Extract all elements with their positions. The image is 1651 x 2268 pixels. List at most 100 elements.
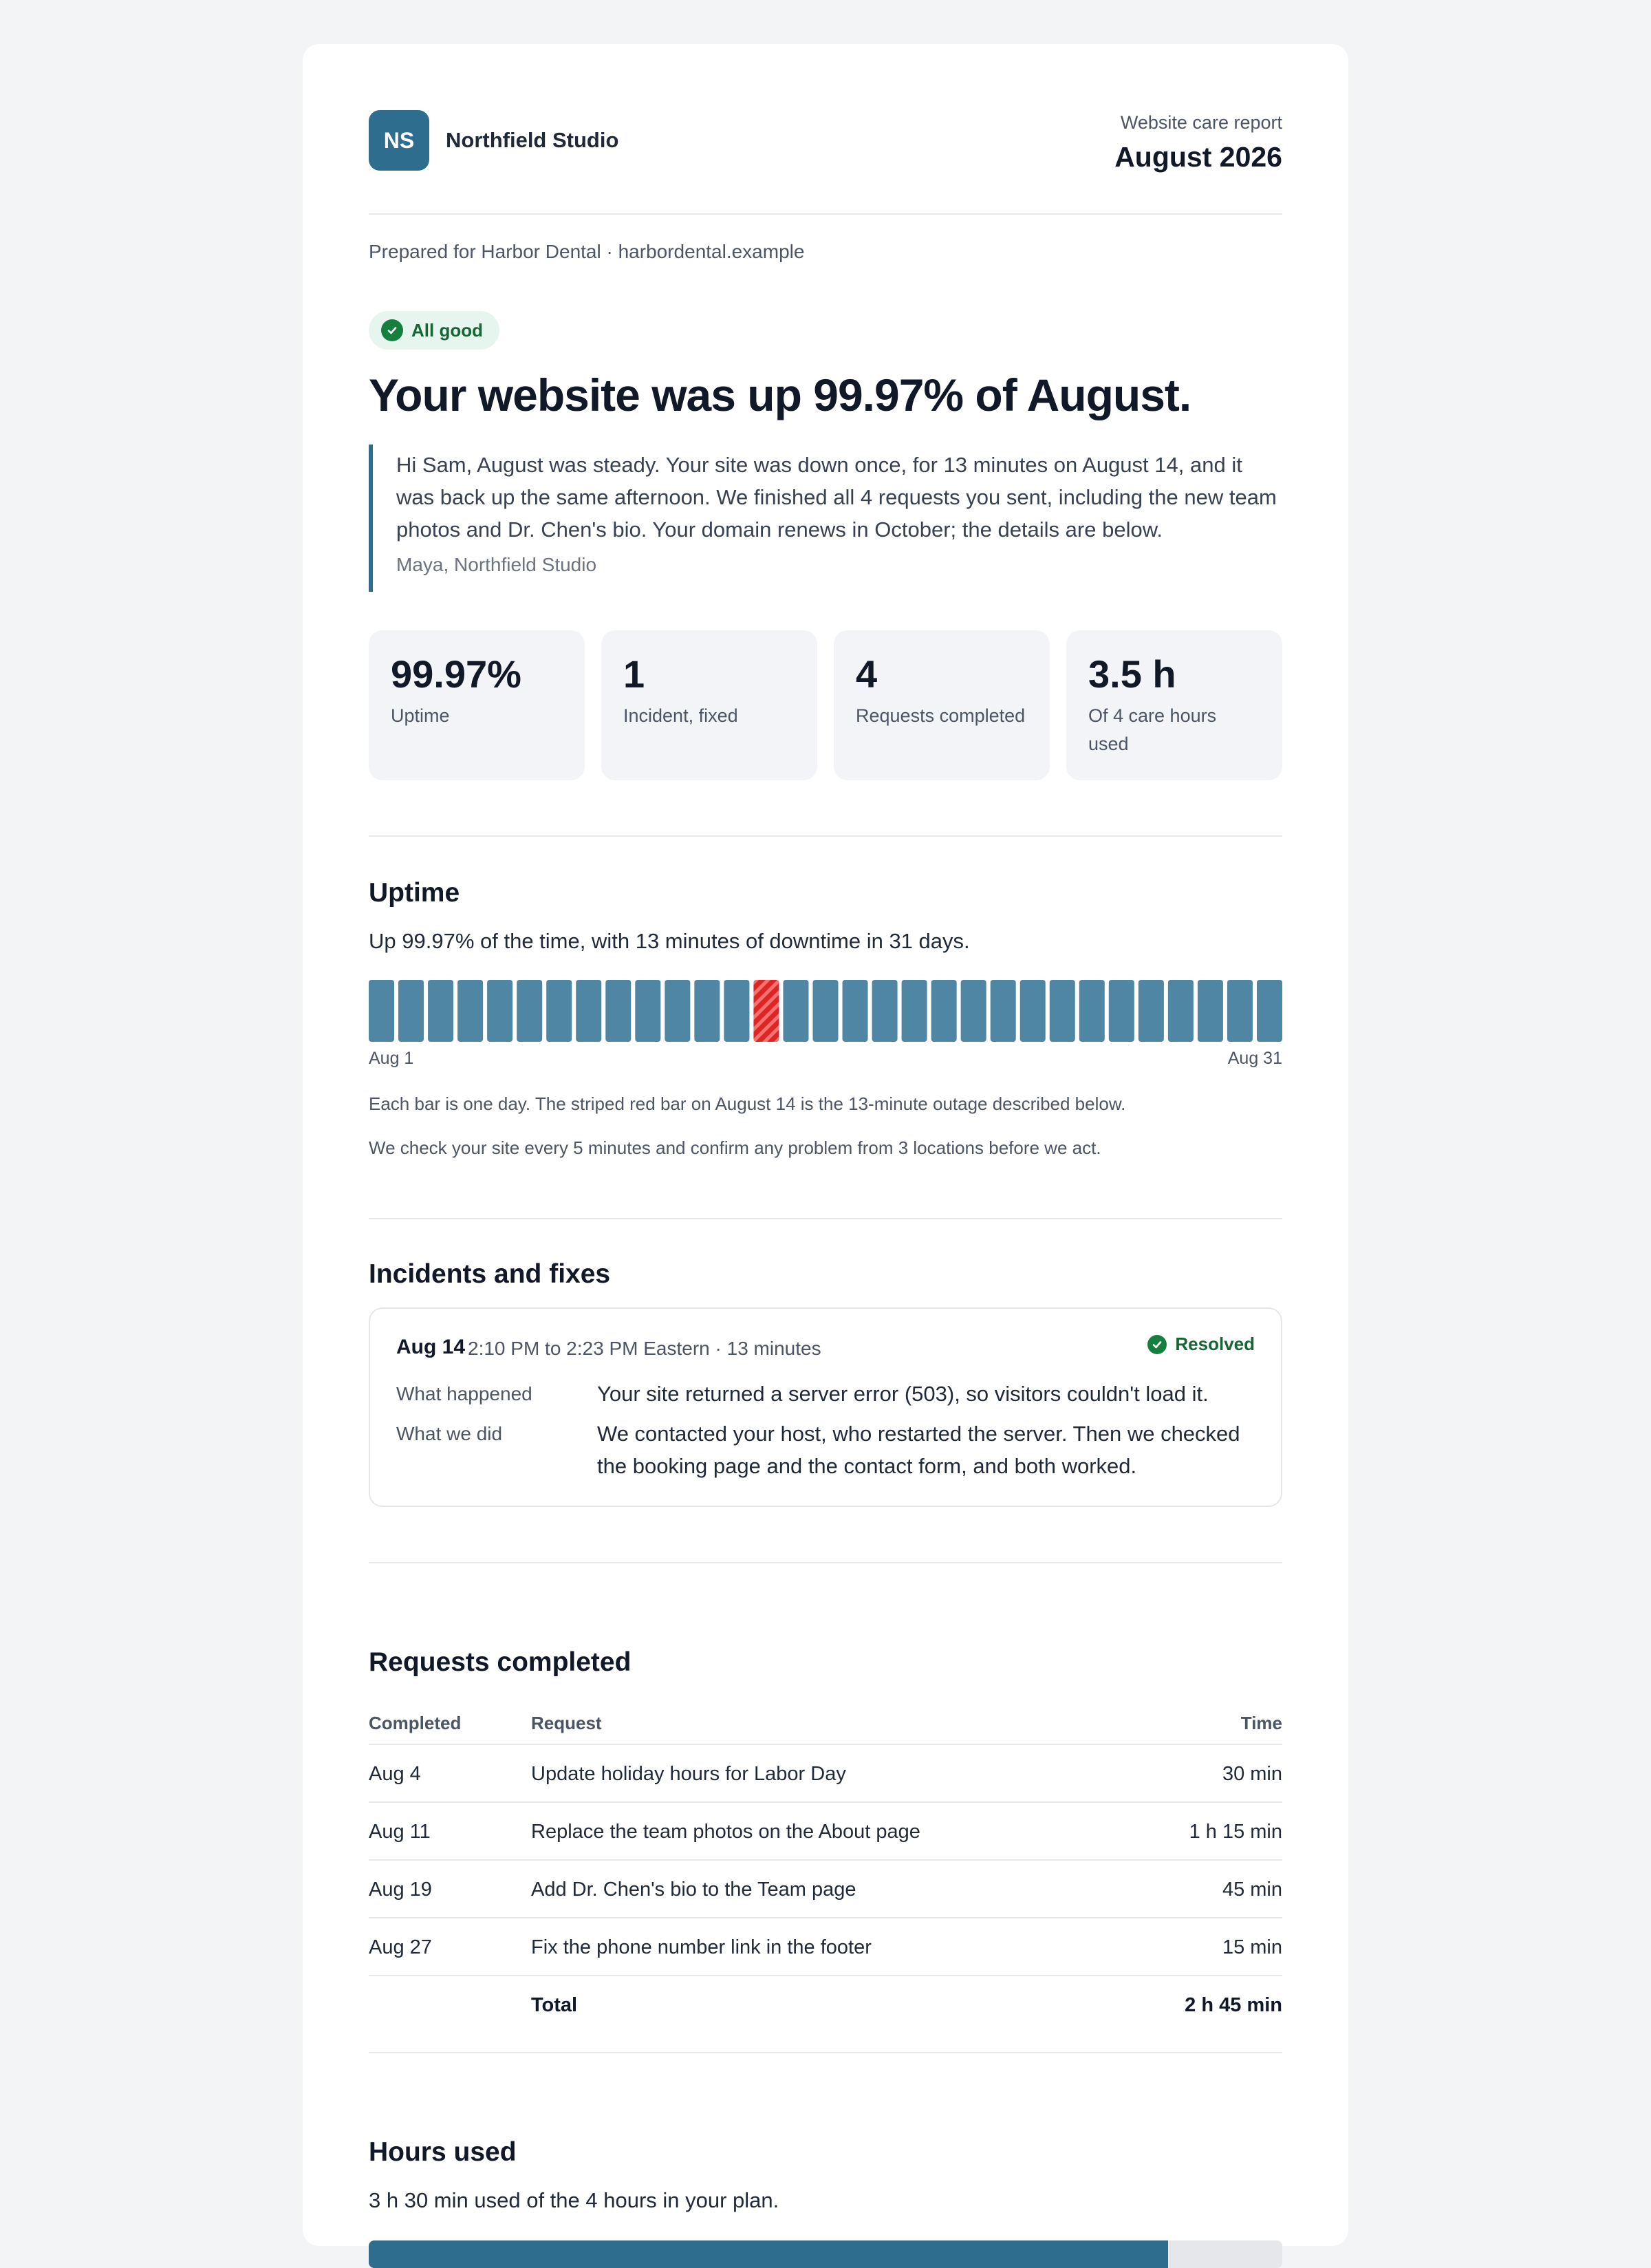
cell-time: 30 min [1222, 1763, 1282, 1785]
uptime-bar-day [398, 980, 424, 1042]
divider [369, 2052, 1282, 2053]
column-header-completed: Completed [369, 1713, 462, 1733]
divider [369, 1562, 1282, 1563]
report-month: August 2026 [1114, 141, 1282, 173]
what-we-did-text: We contacted your host, who restarted th… [597, 1422, 1240, 1478]
table-row: Aug 11 Replace the team photos on the Ab… [369, 1803, 1282, 1861]
cell-completed: Aug 27 [369, 1936, 432, 1958]
uptime-bar-day [931, 980, 957, 1042]
cell-time: 45 min [1222, 1879, 1282, 1901]
uptime-bar-day [990, 980, 1016, 1042]
uptime-bar-day [1256, 980, 1282, 1042]
uptime-bar-day [694, 980, 720, 1042]
uptime-bar-day [812, 980, 839, 1042]
uptime-bar-day [901, 980, 927, 1042]
table-row: Aug 4 Update holiday hours for Labor Day… [369, 1745, 1282, 1803]
stat-card-requests: 4 Requests completed [834, 630, 1050, 780]
studio-name: Northfield Studio [446, 128, 619, 152]
check-circle-icon [381, 319, 403, 341]
prepared-for: Prepared for Harbor Dental · harbordenta… [369, 241, 805, 262]
cell-completed: Aug 11 [369, 1821, 431, 1843]
report-card: NS Northfield Studio Website care report… [303, 44, 1348, 2268]
stat-value: 99.97% [391, 652, 521, 696]
uptime-bar-day [1019, 980, 1046, 1042]
uptime-day-bars [369, 980, 1282, 1042]
uptime-bar-day [517, 980, 543, 1042]
uptime-bar-day [665, 980, 691, 1042]
uptime-bar-day [635, 980, 661, 1042]
uptime-bar-day [1079, 980, 1105, 1042]
uptime-bar-day [1167, 980, 1194, 1042]
table-row: Aug 19 Add Dr. Chen's bio to the Team pa… [369, 1861, 1282, 1918]
personal-note: Hi Sam, August was steady. Your site was… [369, 445, 1282, 592]
uptime-start-label: Aug 1 [369, 1049, 414, 1068]
studio-logo: NS [369, 110, 429, 171]
stat-label: Incident, fixed [623, 705, 738, 726]
uptime-bar-day [1108, 980, 1134, 1042]
column-header-request: Request [531, 1713, 602, 1733]
what-happened-text: Your site returned a server error (503),… [597, 1382, 1209, 1406]
uptime-bar-day [428, 980, 454, 1042]
total-label: Total [531, 1994, 578, 2016]
check-circle-icon [1147, 1334, 1167, 1354]
stat-cards: 99.97% Uptime 1 Incident, fixed 4 Reques… [369, 630, 1282, 780]
incident-date: Aug 14 [396, 1336, 466, 1358]
hours-progress-fill [369, 2240, 1168, 2268]
stat-value: 1 [623, 652, 645, 696]
uptime-bar-day [724, 980, 750, 1042]
status-badge: All good [369, 311, 499, 350]
uptime-bar-day [1197, 980, 1223, 1042]
uptime-bar-outage-day [753, 980, 779, 1042]
stat-value: 3.5 h [1088, 652, 1176, 696]
stat-label: Uptime [391, 705, 450, 726]
divider [369, 1218, 1282, 1219]
uptime-end-label: Aug 31 [1227, 1049, 1282, 1068]
uptime-bar-day [783, 980, 809, 1042]
divider [369, 213, 1282, 215]
stat-value: 4 [856, 652, 878, 696]
incidents-heading: Incidents and fixes [369, 1259, 611, 1289]
stat-label: Of 4 care hours used [1088, 705, 1217, 754]
uptime-bar-day [1227, 980, 1253, 1042]
cell-completed: Aug 19 [369, 1879, 432, 1901]
stat-card-hours: 3.5 h Of 4 care hours used [1066, 630, 1282, 780]
report-label: Website care report [1120, 112, 1282, 133]
hours-summary: 3 h 30 min used of the 4 hours in your p… [369, 2188, 779, 2212]
cell-time: 15 min [1222, 1936, 1282, 1958]
what-we-did-label: What we did [396, 1423, 503, 1444]
uptime-bar-day [546, 980, 572, 1042]
note-signature: Maya, Northfield Studio [396, 554, 597, 575]
hours-heading: Hours used [369, 2137, 517, 2167]
table-total-row: Total 2 h 45 min [369, 1976, 1282, 2034]
resolved-badge: Resolved [1147, 1334, 1255, 1355]
table-row: Aug 27 Fix the phone number link in the … [369, 1918, 1282, 1976]
uptime-bar-day [842, 980, 868, 1042]
status-badge-label: All good [411, 319, 483, 341]
cell-request: Replace the team photos on the About pag… [531, 1821, 920, 1843]
uptime-bar-day [369, 980, 395, 1042]
uptime-bar-day [487, 980, 513, 1042]
divider [369, 835, 1282, 837]
uptime-note: Each bar is one day. The striped red bar… [369, 1093, 1126, 1114]
uptime-bar-day [457, 980, 484, 1042]
requests-table: Completed Request Time Aug 4 Update holi… [369, 1701, 1282, 2034]
cell-request: Add Dr. Chen's bio to the Team page [531, 1879, 856, 1901]
page-title: Your website was up 99.97% of August. [369, 370, 1191, 420]
uptime-summary: Up 99.97% of the time, with 13 minutes o… [369, 929, 970, 953]
uptime-bar-day [960, 980, 986, 1042]
uptime-bar-day [605, 980, 632, 1042]
incident-time: 2:10 PM to 2:23 PM Eastern · 13 minutes [468, 1338, 821, 1359]
cell-time: 1 h 15 min [1189, 1821, 1282, 1843]
table-header-row: Completed Request Time [369, 1701, 1282, 1745]
stat-card-uptime: 99.97% Uptime [369, 630, 585, 780]
uptime-monitoring-note: We check your site every 5 minutes and c… [369, 1137, 1101, 1158]
cell-request: Update holiday hours for Labor Day [531, 1763, 846, 1785]
hours-progress-bar [369, 2240, 1282, 2268]
note-message: Hi Sam, August was steady. Your site was… [396, 453, 1277, 542]
uptime-bar-day [1049, 980, 1075, 1042]
requests-heading: Requests completed [369, 1647, 632, 1677]
column-header-time: Time [1240, 1713, 1282, 1733]
uptime-bar-day [1138, 980, 1164, 1042]
cell-completed: Aug 4 [369, 1763, 421, 1785]
uptime-bar-day [872, 980, 898, 1042]
